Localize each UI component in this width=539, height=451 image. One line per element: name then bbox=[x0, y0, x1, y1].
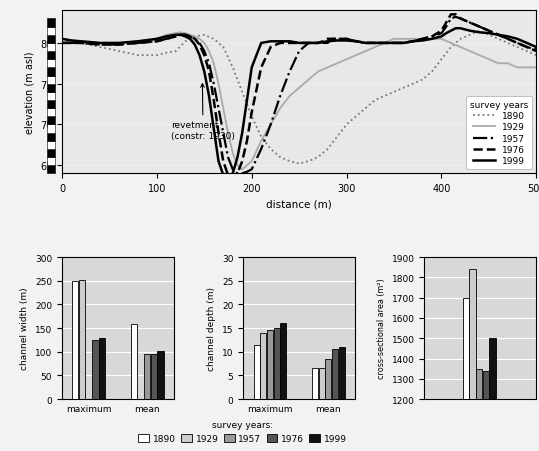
Y-axis label: channel width (m): channel width (m) bbox=[20, 287, 30, 370]
Bar bbox=[47, 52, 56, 60]
Bar bbox=[47, 92, 56, 101]
Bar bbox=[92, 340, 99, 399]
Bar bbox=[280, 324, 286, 399]
Bar bbox=[47, 142, 56, 150]
Bar bbox=[338, 347, 345, 399]
Bar bbox=[47, 28, 56, 36]
Bar bbox=[332, 350, 338, 399]
Bar bbox=[72, 281, 79, 399]
Bar bbox=[483, 371, 489, 451]
Legend: 1890, 1929, 1957, 1976, 1999: 1890, 1929, 1957, 1976, 1999 bbox=[466, 97, 532, 170]
Bar bbox=[47, 44, 56, 52]
Bar bbox=[319, 368, 324, 399]
Bar bbox=[144, 354, 150, 399]
Bar bbox=[312, 368, 318, 399]
Bar bbox=[469, 270, 475, 451]
Bar bbox=[47, 84, 56, 92]
Bar bbox=[260, 333, 266, 399]
Bar bbox=[253, 345, 260, 399]
Y-axis label: cross-sectional area (m²): cross-sectional area (m²) bbox=[377, 278, 386, 379]
Bar bbox=[47, 76, 56, 84]
Bar bbox=[274, 328, 280, 399]
Bar bbox=[47, 125, 56, 133]
Bar bbox=[47, 133, 56, 142]
Bar bbox=[99, 338, 105, 399]
Bar bbox=[47, 19, 56, 28]
Bar bbox=[325, 359, 331, 399]
X-axis label: distance (m): distance (m) bbox=[266, 199, 332, 209]
Y-axis label: channel depth (m): channel depth (m) bbox=[208, 286, 217, 370]
Y-axis label: elevation (m asl): elevation (m asl) bbox=[24, 51, 34, 134]
Bar bbox=[489, 339, 495, 451]
Legend: 1890, 1929, 1957, 1976, 1999: 1890, 1929, 1957, 1976, 1999 bbox=[135, 417, 350, 446]
Bar bbox=[476, 369, 482, 451]
Bar bbox=[47, 166, 56, 174]
Bar bbox=[47, 68, 56, 76]
Bar bbox=[157, 351, 163, 399]
Bar bbox=[47, 60, 56, 68]
Bar bbox=[79, 280, 85, 399]
Bar bbox=[47, 158, 56, 166]
Bar bbox=[47, 150, 56, 158]
Bar bbox=[47, 117, 56, 125]
Text: revetment
(constr: 1930): revetment (constr: 1930) bbox=[171, 84, 235, 140]
Bar bbox=[151, 354, 157, 399]
Bar bbox=[47, 36, 56, 44]
Bar bbox=[130, 325, 137, 399]
Bar bbox=[462, 298, 469, 451]
Bar bbox=[267, 331, 273, 399]
Bar bbox=[47, 101, 56, 109]
Bar bbox=[47, 109, 56, 117]
